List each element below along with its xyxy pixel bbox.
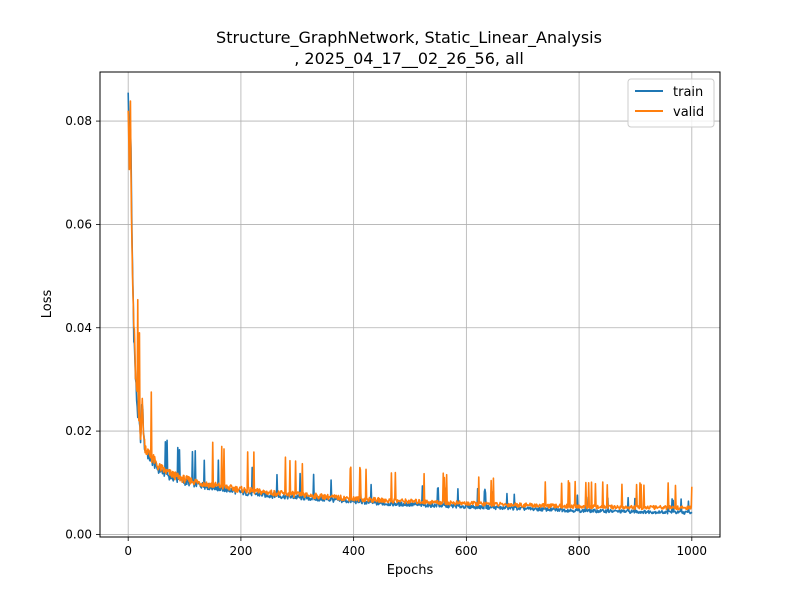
legend-label-train: train	[673, 85, 703, 100]
y-tick-label: 0.06	[65, 217, 92, 231]
x-tick-label: 1000	[677, 544, 708, 558]
plot-frame	[99, 71, 721, 538]
legend-label-valid: valid	[673, 105, 704, 120]
grid-layer	[100, 72, 720, 537]
x-tick-label: 400	[342, 544, 365, 558]
series-layer	[127, 92, 693, 515]
tick-layer: 0 200 400 600 800 1000 0.00 0.02 0.04 0.06 0.08	[65, 114, 707, 558]
legend: train valid	[627, 78, 715, 128]
x-tick-label: 0	[124, 544, 132, 558]
y-tick-label: 0.00	[65, 527, 92, 541]
y-tick-label: 0.04	[65, 321, 92, 335]
chart-title-line-1: Structure_GraphNetwork, Static_Linear_An…	[216, 28, 602, 48]
y-tick-label: 0.08	[65, 114, 92, 128]
x-axis-label: Epochs	[387, 563, 434, 578]
x-tick-label: 600	[455, 544, 478, 558]
y-tick-label: 0.02	[65, 424, 92, 438]
chart-title-line-2: , 2025_04_17__02_26_56, all	[294, 49, 524, 69]
x-tick-label: 200	[229, 544, 252, 558]
x-tick-label: 800	[568, 544, 591, 558]
y-axis-label: Loss	[40, 290, 55, 319]
series-line-valid	[127, 100, 693, 511]
